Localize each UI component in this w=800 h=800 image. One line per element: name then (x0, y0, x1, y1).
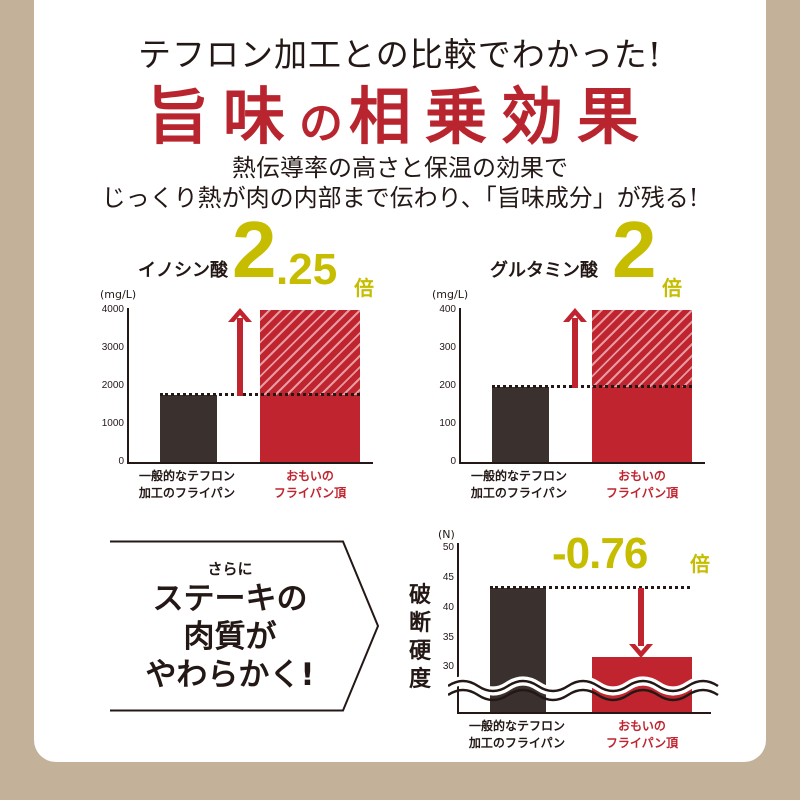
callout-arrow-shape (110, 540, 380, 712)
bar-omoi-increase (592, 310, 692, 387)
x-label-omoi: おもいの フライパン頂 (605, 719, 679, 750)
multiplier-int: 2 (612, 205, 657, 294)
y-tick: 4000 (101, 304, 124, 315)
x-axis (459, 462, 705, 464)
y-tick: 200 (439, 380, 456, 391)
x-axis (127, 462, 373, 464)
y-tick: 100 (439, 418, 456, 429)
y-tick: 0 (450, 456, 456, 467)
y-tick: 50 (442, 542, 454, 553)
y-tick: 400 (439, 304, 456, 315)
multiplier-dec: .25 (276, 245, 338, 294)
header-subtitle: テフロン加工との比較でわかった! (138, 35, 662, 74)
y-unit: (mg/L) (100, 288, 137, 301)
multiplier-value: -0.76 (552, 529, 648, 578)
multiplier-suffix: 倍 (354, 276, 374, 300)
x-label-omoi: おもいの フライパン頂 (605, 469, 679, 500)
callout-line2: ステーキの (152, 581, 308, 617)
chart-title-vertical: 破 断 硬 度 (408, 583, 431, 692)
title-no: の (299, 98, 349, 149)
y-tick: 45 (442, 572, 454, 583)
title-part2: 相乗効果 (349, 80, 654, 153)
bar-omoi-base (592, 387, 692, 462)
y-tick: 30 (442, 661, 454, 672)
y-tick: 3000 (101, 342, 124, 353)
y-tick: 300 (439, 342, 456, 353)
callout-line4: やわらかく! (145, 657, 315, 693)
x-label-teflon: 一般的なテフロン 加工のフライパン (468, 719, 566, 750)
chart-title: イノシン酸 (138, 260, 228, 281)
callout-line1: さらに (207, 560, 253, 578)
up-arrow-icon (228, 308, 252, 396)
y-axis (457, 543, 459, 714)
x-axis (457, 712, 711, 714)
y-tick: 1000 (101, 418, 124, 429)
y-axis (127, 308, 129, 464)
multiplier-int: 2 (232, 205, 276, 294)
bar-teflon (160, 395, 217, 462)
title-part1: 旨味 (146, 80, 299, 153)
x-label-omoi: おもいの フライパン頂 (273, 469, 347, 500)
y-tick: 35 (442, 632, 454, 643)
bar-omoi-base (260, 395, 360, 462)
chart-title: グルタミン酸 (490, 260, 598, 281)
x-label-teflon: 一般的なテフロン 加工のフライパン (138, 469, 236, 500)
down-arrow-icon (629, 588, 653, 658)
y-unit: (N) (438, 528, 455, 541)
header-desc-line1: 熱伝導率の高さと保温の効果で (232, 154, 568, 182)
multiplier-suffix: 倍 (662, 276, 682, 300)
multiplier-suffix: 倍 (690, 552, 710, 576)
y-unit: (mg/L) (432, 288, 469, 301)
y-tick: 40 (442, 602, 454, 613)
x-label-teflon: 一般的なテフロン 加工のフライパン (470, 469, 568, 500)
reference-dotted-line (160, 393, 360, 396)
y-axis (459, 308, 461, 464)
y-tick: 0 (118, 456, 124, 467)
header-title: 旨味の相乗効果 (0, 66, 800, 156)
up-arrow-icon (563, 308, 587, 388)
bar-omoi-increase (260, 310, 360, 395)
header-desc-line2: じっくり熱が肉の内部まで伝わり、「旨味成分」が残る! (101, 184, 699, 212)
reference-dotted-line (490, 586, 690, 589)
reference-dotted-line (492, 385, 692, 388)
callout-line3: 肉質が (183, 619, 277, 655)
bar-teflon (492, 387, 549, 462)
y-tick: 2000 (101, 380, 124, 391)
axis-break-wave-icon (448, 676, 720, 702)
